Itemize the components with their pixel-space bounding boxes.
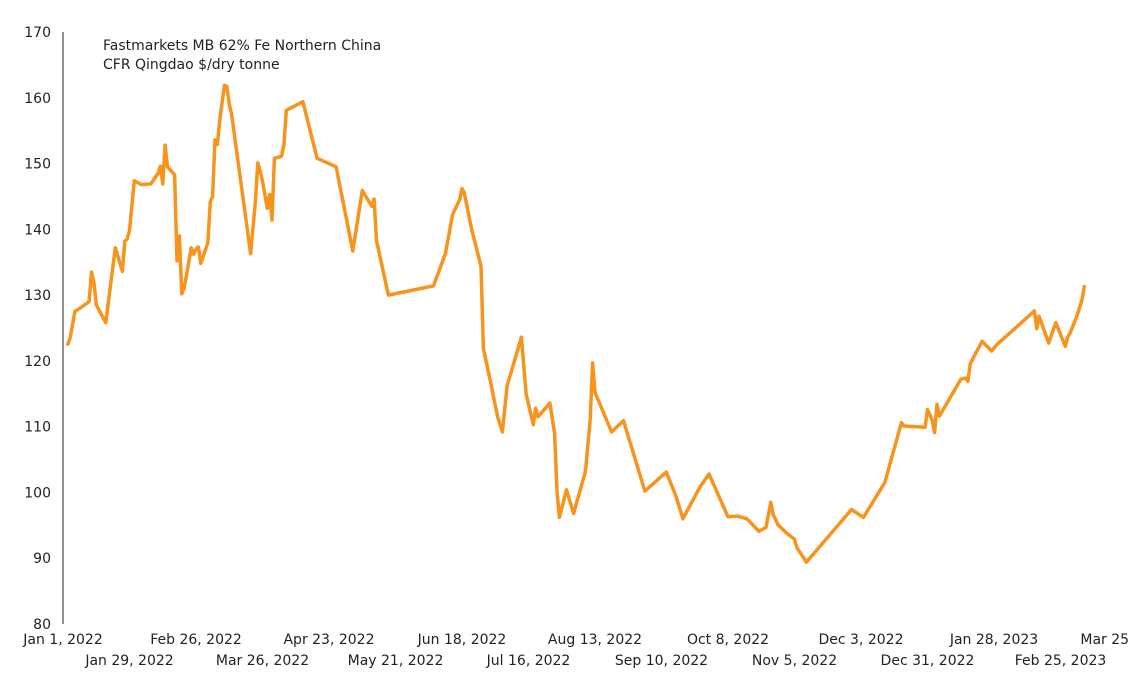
- series-layer: [66, 83, 1087, 564]
- x-tick-label: Jun 18, 2022: [417, 632, 507, 648]
- x-tick-label: Dec 31, 2022: [881, 653, 975, 669]
- x-tick-label: Aug 13, 2022: [548, 632, 642, 648]
- chart-title-line-1: Fastmarkets MB 62% Fe Northern China: [103, 38, 381, 54]
- x-tick-label: Oct 8, 2022: [687, 632, 769, 648]
- y-tick-label: 170: [24, 25, 51, 41]
- x-tick-label: Jul 16, 2022: [486, 653, 571, 669]
- x-tick-label: Jan 28, 2023: [949, 632, 1038, 648]
- chart-title: Fastmarkets MB 62% Fe Northern China CFR…: [103, 38, 381, 73]
- x-tick-label: Sep 10, 2022: [615, 653, 708, 669]
- x-tick-label: Apr 23, 2022: [283, 632, 374, 648]
- y-tick-labels: 80 90 100 110 120 130 140 150 160 170: [24, 25, 51, 633]
- y-tick-label: 130: [24, 288, 51, 304]
- x-tick-label: May 21, 2022: [348, 653, 444, 669]
- y-tick-label: 100: [24, 485, 51, 501]
- y-tick-label: 140: [24, 222, 51, 238]
- series-line: [66, 83, 1087, 564]
- y-tick-label: 150: [24, 157, 51, 173]
- y-tick-label: 90: [33, 551, 51, 567]
- x-tick-label: Dec 3, 2022: [819, 632, 904, 648]
- x-tick-label: Mar 26, 2022: [216, 653, 309, 669]
- x-tick-label: Jan 29, 2022: [84, 653, 173, 669]
- x-tick-label: Mar 25, 2023: [1080, 632, 1128, 648]
- x-tick-label: Jan 1, 2022: [22, 632, 102, 648]
- y-tick-label: 80: [33, 617, 51, 633]
- y-tick-label: 160: [24, 91, 51, 107]
- y-tick-label: 120: [24, 354, 51, 370]
- x-tick-label: Feb 26, 2022: [150, 632, 242, 648]
- x-tick-labels: Jan 1, 2022 Jan 29, 2022 Feb 26, 2022 Mar 2…: [22, 632, 1128, 669]
- y-tick-label: 110: [24, 420, 51, 436]
- x-tick-label: Nov 5, 2022: [752, 653, 837, 669]
- x-tick-label: Feb 25, 2023: [1015, 653, 1107, 669]
- chart-title-line-2: CFR Qingdao $/dry tonne: [103, 57, 280, 73]
